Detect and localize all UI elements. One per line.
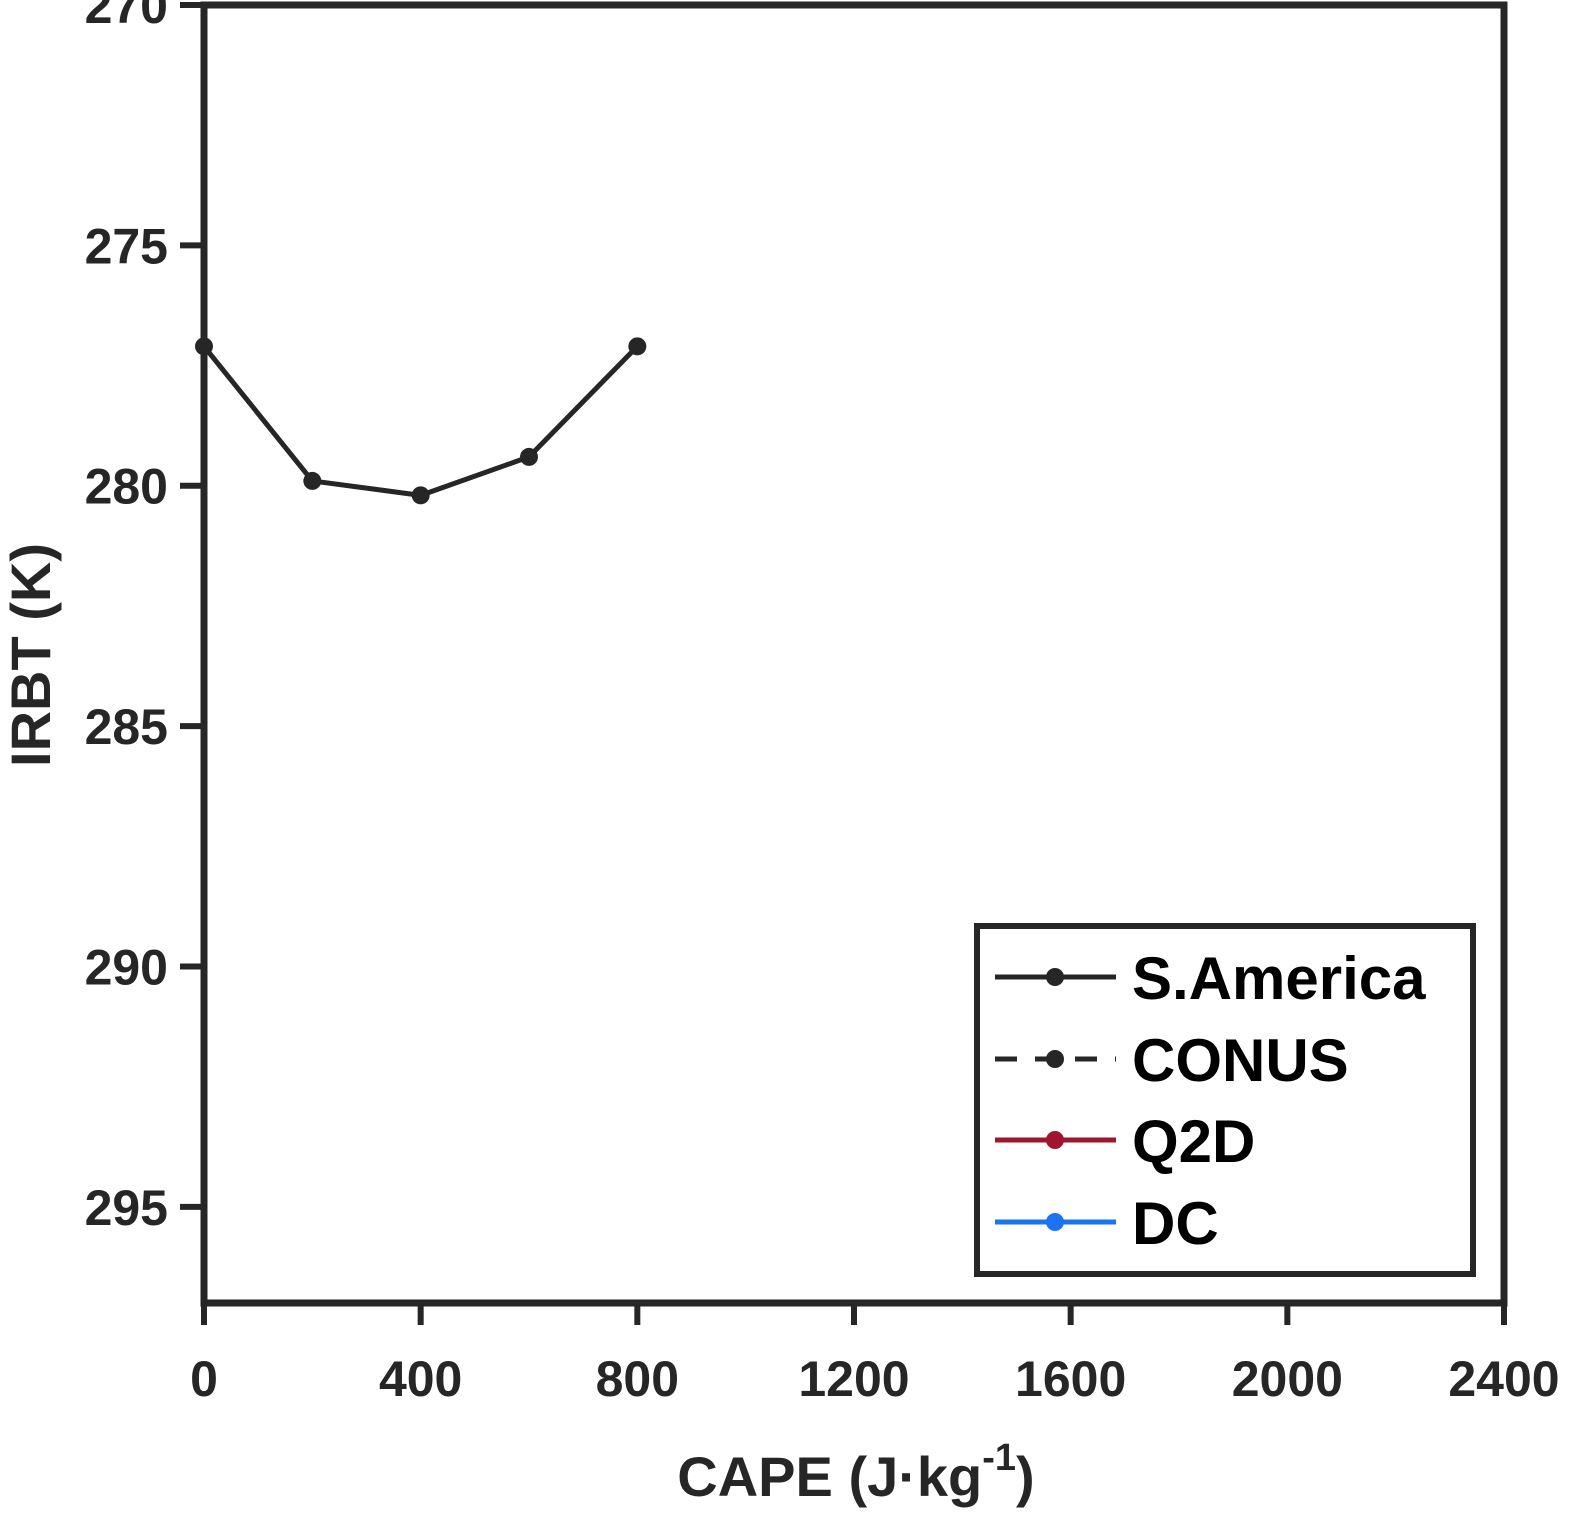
data-point-s-america: [411, 486, 430, 505]
x-axis: 0 400 800 1200 1600 2000 2400: [190, 1303, 1560, 1407]
y-tick-label: 285: [85, 699, 168, 755]
x-tick-label: 1200: [798, 1351, 909, 1407]
x-tick-label: 1600: [1015, 1351, 1126, 1407]
legend-label-s-america: S.America: [1132, 945, 1426, 1012]
legend-marker-dc: [1046, 1213, 1064, 1231]
legend-marker-conus: [1046, 1050, 1064, 1068]
data-point-s-america: [520, 447, 538, 466]
y-axis: 270 275 280 285 290 295: [85, 0, 204, 1236]
x-axis-label: CAPE (J·kg-1): [677, 1437, 1034, 1508]
legend-label-conus: CONUS: [1132, 1027, 1349, 1094]
x-tick-label: 0: [190, 1351, 218, 1407]
x-tick-label: 2000: [1232, 1351, 1343, 1407]
x-axis-label-main: CAPE (J·kg: [677, 1445, 982, 1508]
x-axis-label-close: ): [1016, 1445, 1035, 1508]
data-point-s-america: [303, 471, 322, 490]
y-tick-label: 295: [85, 1180, 168, 1236]
y-tick-label: 290: [85, 939, 168, 995]
legend-label-dc: DC: [1132, 1190, 1219, 1257]
legend-label-q2d: Q2D: [1132, 1108, 1255, 1175]
data-point-s-america: [628, 337, 647, 356]
y-tick-label: 280: [85, 459, 168, 515]
y-tick-label: 270: [85, 0, 168, 34]
plot-series: [195, 337, 647, 505]
x-tick-label: 2400: [1448, 1351, 1559, 1407]
y-tick-label: 275: [85, 218, 168, 274]
x-axis-label-superscript: -1: [982, 1437, 1016, 1479]
legend-marker-q2d: [1046, 1131, 1064, 1149]
y-axis-label: IRBT (K): [0, 543, 62, 767]
x-tick-label: 400: [379, 1351, 462, 1407]
legend: S.America CONUS Q2D DC: [974, 923, 1476, 1277]
x-tick-label: 800: [596, 1351, 679, 1407]
legend-marker-s-america: [1046, 968, 1064, 986]
data-point-s-america: [195, 337, 213, 356]
